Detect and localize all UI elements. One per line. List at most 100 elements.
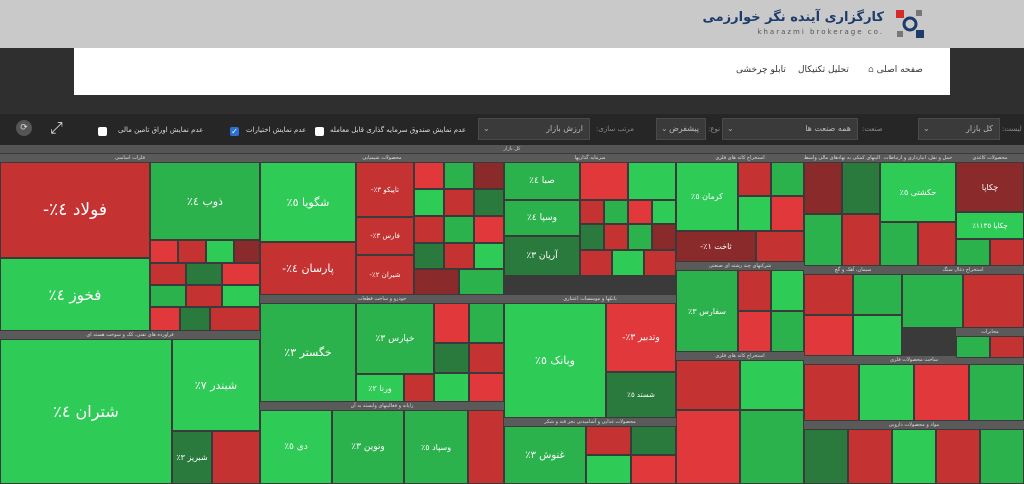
stock-tile[interactable] — [612, 250, 644, 276]
stock-tile[interactable]: خگستر ٣٪ — [260, 303, 356, 402]
stock-tile[interactable]: شتران ٤٪ — [0, 339, 172, 484]
stock-tile[interactable]: وبانک ٥٪ — [504, 303, 606, 418]
stock-tile[interactable]: صبا ٤٪ — [504, 162, 580, 200]
nav-technical-analysis[interactable]: تحلیل تکنیکال — [798, 65, 849, 75]
market-select[interactable]: ⌄ کل بازار — [918, 118, 1000, 140]
stock-tile[interactable] — [842, 162, 880, 214]
stock-tile[interactable] — [738, 311, 771, 352]
bonds-checkbox[interactable] — [98, 127, 107, 136]
stock-tile[interactable] — [444, 162, 474, 189]
stock-tile[interactable] — [414, 189, 444, 216]
stock-tile[interactable] — [631, 426, 676, 455]
stock-tile[interactable] — [580, 162, 628, 200]
stock-tile[interactable]: آریان ٣٪ — [504, 236, 580, 276]
stock-tile[interactable] — [434, 343, 469, 373]
stock-tile[interactable] — [186, 285, 222, 307]
stock-tile[interactable] — [740, 360, 804, 410]
stock-tile[interactable] — [804, 364, 859, 421]
stock-tile[interactable]: خپارس ٣٪ — [356, 303, 434, 374]
stock-tile[interactable] — [853, 315, 902, 356]
stock-tile[interactable] — [738, 270, 771, 311]
stock-tile[interactable] — [771, 311, 804, 352]
nav-home[interactable]: ⌂ صفحه اصلی — [868, 65, 923, 75]
stock-tile[interactable] — [676, 410, 740, 484]
type-select[interactable]: ⌄ پیشفرض — [656, 118, 706, 140]
stock-tile[interactable] — [853, 274, 902, 315]
stock-tile[interactable] — [676, 360, 740, 410]
stock-tile[interactable] — [474, 216, 504, 243]
stock-tile[interactable]: پارسان ٤٪- — [260, 242, 356, 295]
stock-tile[interactable] — [936, 429, 980, 484]
stock-tile[interactable]: فارس ٣٪- — [356, 217, 414, 255]
stock-tile[interactable] — [804, 214, 842, 266]
stock-tile[interactable] — [459, 269, 504, 295]
stock-tile[interactable] — [469, 343, 504, 373]
stock-tile[interactable] — [414, 162, 444, 189]
stock-tile[interactable]: وسپاد ٥٪ — [404, 410, 468, 484]
stock-tile[interactable] — [771, 196, 804, 231]
stock-tile[interactable]: شگویا ٥٪ — [260, 162, 356, 242]
stock-tile[interactable] — [880, 222, 918, 266]
stock-tile[interactable] — [444, 243, 474, 269]
stock-tile[interactable] — [586, 426, 631, 455]
stock-tile[interactable]: ونوین ٣٪ — [332, 410, 404, 484]
stock-tile[interactable]: غنوش ٣٪ — [504, 426, 586, 484]
stock-tile[interactable] — [848, 429, 892, 484]
stock-tile[interactable]: شبریز ٣٪ — [172, 431, 212, 484]
stock-tile[interactable] — [404, 374, 434, 402]
fullscreen-icon[interactable]: ⤢ — [50, 118, 63, 137]
stock-tile[interactable] — [444, 189, 474, 216]
stock-tile[interactable] — [892, 429, 936, 484]
stock-tile[interactable]: کرمان ٥٪ — [676, 162, 738, 231]
stock-tile[interactable] — [842, 214, 880, 266]
stock-tile[interactable]: شستد ٥٪ — [606, 372, 676, 418]
stock-tile[interactable] — [804, 274, 853, 315]
stock-tile[interactable] — [771, 162, 804, 196]
stock-tile[interactable] — [804, 429, 848, 484]
options-checkbox[interactable]: ✓ — [230, 127, 239, 136]
stock-tile[interactable] — [969, 364, 1024, 421]
stock-tile[interactable] — [956, 336, 990, 358]
stock-tile[interactable] — [990, 336, 1024, 358]
stock-tile[interactable] — [586, 455, 631, 484]
stock-tile[interactable] — [804, 162, 842, 214]
stock-tile[interactable] — [186, 263, 222, 285]
sort-select[interactable]: ⌄ ارزش بازار — [478, 118, 590, 140]
stock-tile[interactable] — [414, 269, 459, 295]
stock-tile[interactable]: فخوز ٤٪ — [0, 258, 150, 331]
stock-tile[interactable]: چکاپا ١١٣٥٪ — [956, 212, 1024, 239]
refresh-icon[interactable]: ⟳ — [16, 120, 32, 136]
stock-tile[interactable] — [652, 224, 676, 250]
stock-tile[interactable] — [756, 231, 804, 262]
stock-tile[interactable] — [980, 429, 1024, 484]
stock-tile[interactable] — [604, 200, 628, 224]
stock-tile[interactable] — [631, 455, 676, 484]
stock-tile[interactable] — [771, 270, 804, 311]
stock-tile[interactable] — [150, 240, 178, 263]
stock-tile[interactable]: شبندر ٧٪ — [172, 339, 260, 431]
brand-logo[interactable]: کارگزاری آینده نگر خوارزمی kharazmi brok… — [702, 6, 928, 44]
stock-tile[interactable] — [628, 162, 676, 200]
stock-tile[interactable] — [444, 216, 474, 243]
stock-tile[interactable] — [212, 431, 260, 484]
stock-tile[interactable]: چکاپا — [956, 162, 1024, 212]
stock-tile[interactable] — [434, 373, 469, 402]
stock-tile[interactable] — [178, 240, 206, 263]
stock-tile[interactable]: فولاد ٤٪- — [0, 162, 150, 258]
stock-tile[interactable] — [180, 307, 210, 331]
stock-tile[interactable] — [738, 196, 771, 231]
stock-tile[interactable] — [580, 250, 612, 276]
stock-tile[interactable] — [150, 307, 180, 331]
stock-tile[interactable] — [474, 189, 504, 216]
stock-tile[interactable] — [580, 224, 604, 250]
stock-tile[interactable] — [902, 274, 963, 328]
stock-tile[interactable] — [918, 222, 956, 266]
stock-tile[interactable]: ثاخت ١٪- — [676, 231, 756, 262]
stock-tile[interactable]: سفارس ٣٪ — [676, 270, 738, 352]
stock-tile[interactable]: شیران ٢٪- — [356, 255, 414, 295]
fund-checkbox[interactable] — [315, 127, 324, 136]
stock-tile[interactable] — [469, 303, 504, 343]
stock-tile[interactable] — [580, 200, 604, 224]
stock-tile[interactable] — [222, 285, 260, 307]
stock-tile[interactable] — [414, 243, 444, 269]
